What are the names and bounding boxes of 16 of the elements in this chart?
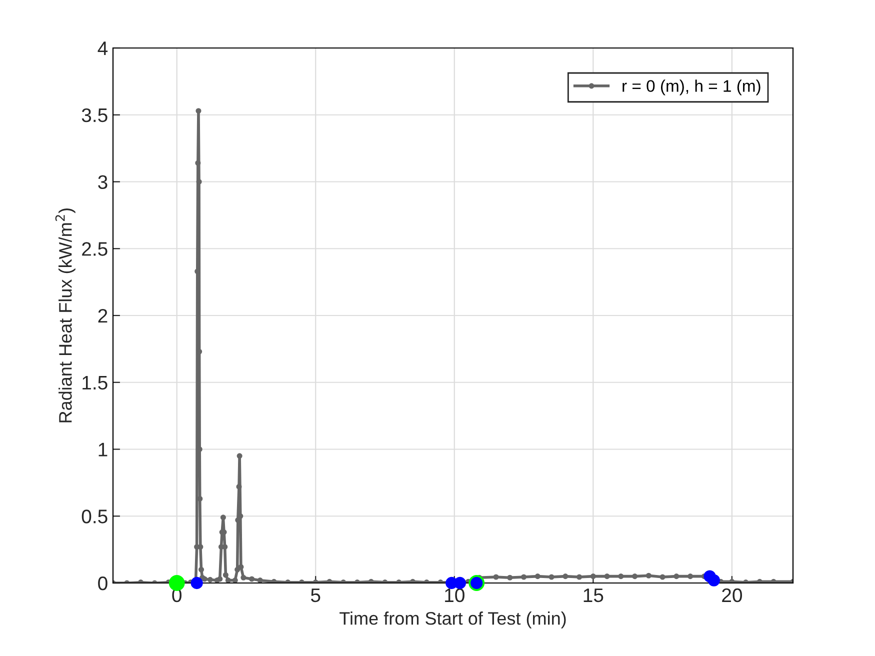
y-tick-label: 1.5 xyxy=(82,376,108,390)
x-tick-label: 15 xyxy=(584,588,604,602)
y-tick-label: 2 xyxy=(98,308,108,323)
y-tick-label: 0.5 xyxy=(82,510,108,524)
y-tick-label: 3 xyxy=(98,175,108,189)
x-tick-label: 10 xyxy=(445,588,464,602)
y-tick-label: 3.5 xyxy=(82,108,108,122)
y-tick-label: 2.5 xyxy=(82,242,108,256)
x-tick-label: 20 xyxy=(722,588,742,602)
x-axis-title: Time from Start of Test (min) xyxy=(340,612,566,628)
y-tick-label: 0 xyxy=(98,576,108,590)
y-tick-label: 4 xyxy=(98,42,108,56)
y-tick-label: 1 xyxy=(98,442,108,456)
legend-label: r = 0 (m), h = 1 (m) xyxy=(622,80,760,96)
x-tick-label: 5 xyxy=(310,588,320,602)
y-axis-title: Radiant Heat Flux (kW/m$^{2}$) xyxy=(55,208,76,422)
